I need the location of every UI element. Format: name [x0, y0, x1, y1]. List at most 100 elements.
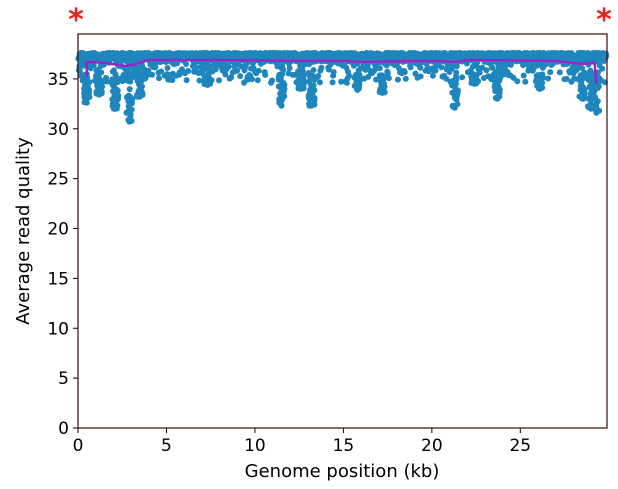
data-point	[383, 62, 390, 69]
data-point	[98, 78, 105, 85]
x-axis-ticks: 0 5 10 15 20 25	[73, 428, 531, 456]
data-point	[296, 77, 302, 84]
data-point	[255, 67, 262, 74]
x-tick-label: 0	[73, 436, 84, 456]
data-point	[471, 80, 478, 87]
data-point	[353, 71, 359, 78]
y-axis-label: Average read quality	[13, 137, 34, 325]
data-point	[262, 71, 269, 78]
data-point	[454, 87, 461, 94]
data-point	[127, 111, 134, 117]
data-point	[297, 85, 304, 92]
data-point	[579, 95, 586, 102]
data-point	[138, 74, 145, 81]
data-point	[316, 79, 323, 86]
data-point	[394, 76, 401, 83]
data-point	[201, 73, 208, 80]
data-point	[438, 64, 445, 71]
data-point	[114, 97, 121, 104]
data-point	[578, 74, 585, 81]
data-point	[222, 71, 229, 78]
data-point	[376, 72, 383, 79]
data-point	[593, 109, 600, 116]
y-tick-label: 5	[58, 369, 69, 389]
data-point	[522, 78, 529, 85]
data-point	[109, 77, 116, 84]
data-point	[451, 104, 458, 111]
data-point	[196, 77, 203, 84]
data-point	[318, 64, 325, 71]
data-point	[164, 65, 171, 71]
data-point	[385, 75, 392, 82]
data-point	[329, 79, 336, 86]
data-point	[514, 78, 521, 85]
data-point	[296, 72, 303, 79]
mean-quality-line	[85, 58, 598, 85]
data-point	[136, 93, 143, 100]
data-point	[325, 66, 332, 73]
y-axis-ticks: 0 5 10 15 20 25 30 35	[47, 70, 78, 439]
data-point	[459, 74, 466, 81]
data-point	[169, 77, 176, 84]
x-tick-label: 5	[161, 436, 172, 456]
data-point	[183, 77, 190, 84]
data-point	[417, 64, 424, 71]
data-point	[114, 87, 121, 94]
data-point	[379, 89, 386, 96]
data-point	[520, 72, 527, 79]
data-point	[315, 73, 322, 79]
data-point	[158, 68, 165, 75]
data-point	[381, 83, 388, 90]
data-point	[308, 102, 315, 109]
data-point	[269, 77, 276, 84]
data-point	[275, 76, 282, 83]
right-end-asterisk: *	[596, 3, 612, 38]
data-point	[83, 99, 90, 106]
data-point	[376, 65, 383, 72]
data-point	[453, 73, 459, 80]
data-point	[128, 73, 135, 80]
data-point	[495, 86, 501, 93]
data-point	[354, 86, 361, 93]
y-tick-label: 20	[47, 220, 69, 240]
data-point	[225, 63, 232, 70]
data-point	[278, 88, 285, 95]
data-point	[174, 60, 181, 67]
data-point	[346, 72, 352, 79]
x-tick-label: 15	[333, 436, 355, 456]
data-point	[494, 95, 501, 102]
data-point	[577, 86, 584, 93]
data-point	[432, 67, 439, 74]
data-point	[248, 76, 255, 83]
data-point	[407, 64, 414, 71]
data-point	[115, 92, 122, 99]
x-tick-label: 25	[509, 436, 531, 456]
data-point	[533, 75, 540, 82]
data-point	[330, 69, 337, 76]
data-point	[384, 70, 391, 77]
data-point	[449, 82, 456, 89]
data-point	[204, 81, 211, 88]
data-point	[547, 69, 554, 76]
x-axis-label: Genome position (kb)	[245, 461, 440, 482]
data-point	[443, 75, 450, 82]
data-point	[590, 103, 597, 110]
data-point	[307, 89, 313, 96]
data-point	[594, 83, 600, 90]
data-point	[254, 77, 261, 84]
data-point	[156, 75, 162, 82]
data-point	[86, 94, 93, 100]
y-tick-label: 30	[47, 120, 69, 140]
data-point	[81, 94, 88, 101]
data-point	[365, 73, 372, 80]
data-point	[125, 92, 132, 99]
data-point	[300, 76, 307, 83]
plot-frame	[77, 33, 608, 429]
y-tick-label: 25	[47, 170, 69, 190]
data-point	[496, 71, 503, 77]
x-tick-label: 10	[244, 436, 266, 456]
data-point	[563, 75, 570, 82]
data-point	[417, 73, 424, 80]
data-point	[311, 76, 318, 83]
